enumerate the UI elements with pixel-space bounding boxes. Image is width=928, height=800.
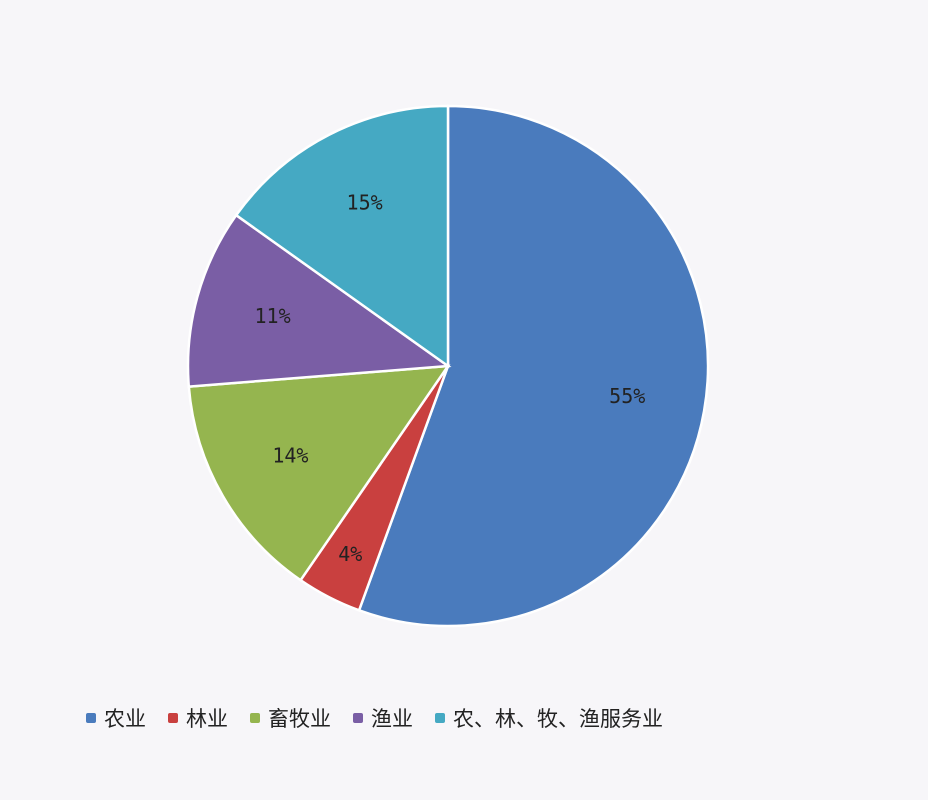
legend-label-4: 农、林、牧、渔服务业 (453, 707, 663, 731)
legend-swatch-2 (250, 713, 260, 723)
pie-slice-3 (186, 213, 452, 388)
data-label-3: 11% (255, 304, 291, 328)
legend-swatch-3 (353, 713, 363, 723)
legend-label-2: 畜牧业 (268, 707, 331, 731)
legend-label-3: 渔业 (371, 707, 413, 731)
legend-item-2: 畜牧业 (250, 703, 331, 733)
legend-swatch-4 (435, 713, 445, 723)
pie-slice-4 (234, 104, 450, 369)
data-label-2: 14% (272, 444, 308, 468)
chart-legend: 农业 林业 畜牧业 渔业 农、林、牧、渔服务业 (86, 703, 663, 733)
legend-label-0: 农业 (104, 707, 146, 731)
legend-swatch-0 (86, 713, 96, 723)
data-label-0: 55% (609, 384, 645, 408)
legend-item-1: 林业 (168, 703, 228, 733)
legend-swatch-1 (168, 713, 178, 723)
data-label-1: 4% (338, 542, 362, 566)
pie-slices (186, 104, 710, 628)
pie-slice-0 (357, 104, 710, 628)
legend-item-0: 农业 (86, 703, 146, 733)
pie-slice-2 (187, 364, 451, 582)
pie-data-labels: 55% 4% 14% 11% 15% (255, 191, 646, 566)
legend-label-1: 林业 (186, 707, 228, 731)
data-label-4: 15% (347, 191, 383, 215)
legend-item-4: 农、林、牧、渔服务业 (435, 703, 663, 733)
legend-item-3: 渔业 (353, 703, 413, 733)
